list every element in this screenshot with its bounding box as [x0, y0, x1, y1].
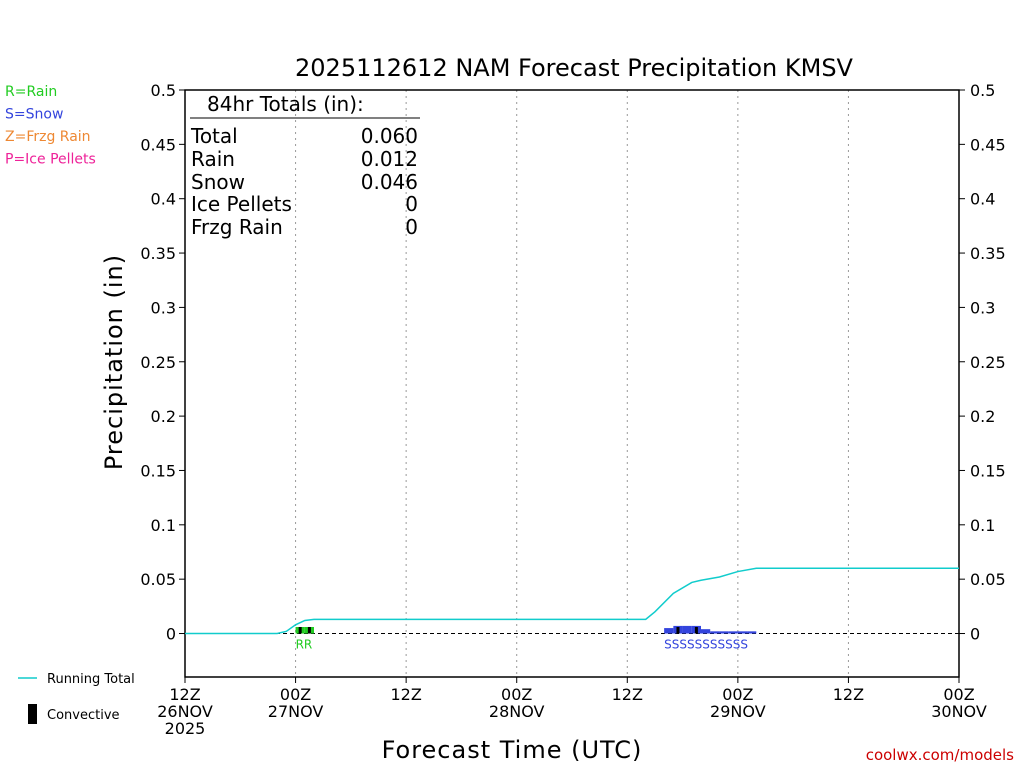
y-tick-label-right: 0.15	[970, 461, 1006, 480]
plot-frame	[184, 89, 960, 678]
x-tick-label: 00Z	[280, 685, 311, 704]
x-tick-label: 00Z	[722, 685, 753, 704]
precip-type-label: RR	[296, 638, 313, 652]
y-axis-label: Precipitation (in)	[100, 254, 128, 470]
credit-text: coolwx.com/models	[866, 746, 1014, 764]
x-tick-label: 00Z	[501, 685, 532, 704]
y-tick-label-right: 0.4	[970, 190, 995, 209]
totals-value-rain: 0.012	[361, 147, 418, 171]
totals-label-frzg-rain: Frzg Rain	[191, 215, 283, 239]
legend-entry: R=Rain	[5, 84, 57, 100]
precip-bar	[664, 628, 674, 634]
x-tick-label: 12Z	[390, 685, 421, 704]
y-tick-label-right: 0.25	[970, 353, 1006, 372]
precip-bar	[719, 631, 729, 634]
y-tick-label: 0	[166, 625, 176, 644]
y-tick-label-right: 0.2	[970, 407, 995, 426]
precip-bar	[682, 625, 692, 634]
totals-label-snow: Snow	[191, 170, 245, 194]
precip-bar	[701, 629, 711, 634]
y-tick-label: 0.25	[140, 353, 176, 372]
series-legend: Running Total Convective	[18, 672, 135, 724]
y-tick-label: 0.3	[151, 298, 176, 317]
chart-title: 2025112612 NAM Forecast Precipitation KM…	[295, 54, 854, 82]
y-tick-label-right: 0.5	[970, 81, 995, 100]
y-tick-label-right: 0.3	[970, 298, 995, 317]
legend-label: Running Total	[47, 672, 135, 687]
totals-header: 84hr Totals (in):	[207, 92, 364, 116]
totals-label-ice-pellets: Ice Pellets	[191, 192, 292, 216]
precip-bar	[710, 631, 720, 634]
x-tick-label: 12Z	[612, 685, 643, 704]
x-tick-label: 29NOV	[710, 702, 766, 721]
totals-value-total: 0.060	[361, 124, 418, 148]
y-tick-label: 0.15	[140, 461, 176, 480]
y-tick-label-right: 0.35	[970, 244, 1006, 263]
convective-bar	[307, 626, 311, 634]
x-tick-label: 30NOV	[931, 702, 987, 721]
x-axis-label: Forecast Time (UTC)	[382, 736, 643, 764]
x-tick-label: 26NOV	[157, 702, 213, 721]
y-tick-label-right: 0.45	[970, 135, 1006, 154]
x-tick-label: 27NOV	[268, 702, 324, 721]
y-tick-label-right: 0.1	[970, 516, 995, 535]
totals-value-ice-pellets: 0	[405, 192, 418, 216]
x-tick-label: 2025	[165, 719, 206, 738]
y-tick-label: 0.4	[151, 190, 176, 209]
precip-bar	[737, 631, 748, 634]
legend-entry: Z=Frzg Rain	[5, 129, 91, 145]
x-tick-label: 12Z	[833, 685, 864, 704]
grid-lines	[295, 90, 849, 677]
running-total-line	[185, 567, 959, 635]
totals-box: 84hr Totals (in): Total 0.060 Rain 0.012…	[190, 92, 420, 239]
convective-bars	[298, 626, 698, 634]
convective-bar	[694, 626, 698, 634]
precip-bar	[747, 631, 757, 634]
legend-bar-swatch	[28, 704, 37, 724]
x-tick-label: 00Z	[943, 685, 974, 704]
totals-value-snow: 0.046	[361, 170, 418, 194]
y-tick-label: 0.5	[151, 81, 176, 100]
totals-label-rain: Rain	[191, 147, 235, 171]
y-tick-label: 0.45	[140, 135, 176, 154]
y-tick-label: 0.1	[151, 516, 176, 535]
precip-type-legend: R=Rain S=Snow Z=Frzg Rain P=Ice Pellets	[5, 84, 96, 168]
legend-label: Convective	[47, 708, 120, 723]
y-axis-left: 0 0.05 0.1 0.15 0.2 0.25 0.3 0.35 0.4 0.45 0.5	[140, 81, 185, 644]
legend-entry: S=Snow	[5, 107, 63, 123]
precip-bar	[728, 631, 738, 634]
totals-label-total: Total	[190, 124, 238, 148]
y-tick-label: 0.2	[151, 407, 176, 426]
precip-type-labels: RR SSSSSSSSSSS	[296, 638, 748, 652]
y-tick-label: 0.05	[140, 570, 176, 589]
x-tick-label: 12Z	[169, 685, 200, 704]
y-tick-label-right: 0.05	[970, 570, 1006, 589]
y-axis-right: 0 0.05 0.1 0.15 0.2 0.25 0.3 0.35 0.4 0.45 0.5	[959, 81, 1006, 644]
totals-value-frzg-rain: 0	[405, 215, 418, 239]
x-tick-label: 28NOV	[489, 702, 545, 721]
y-tick-label-right: 0	[970, 625, 980, 644]
convective-bar	[676, 626, 680, 634]
y-tick-label: 0.35	[140, 244, 176, 263]
legend-entry: P=Ice Pellets	[5, 152, 96, 168]
convective-bar	[298, 626, 302, 634]
precip-type-label: SSSSSSSSSSS	[664, 638, 748, 652]
precip-bars	[295, 625, 757, 634]
